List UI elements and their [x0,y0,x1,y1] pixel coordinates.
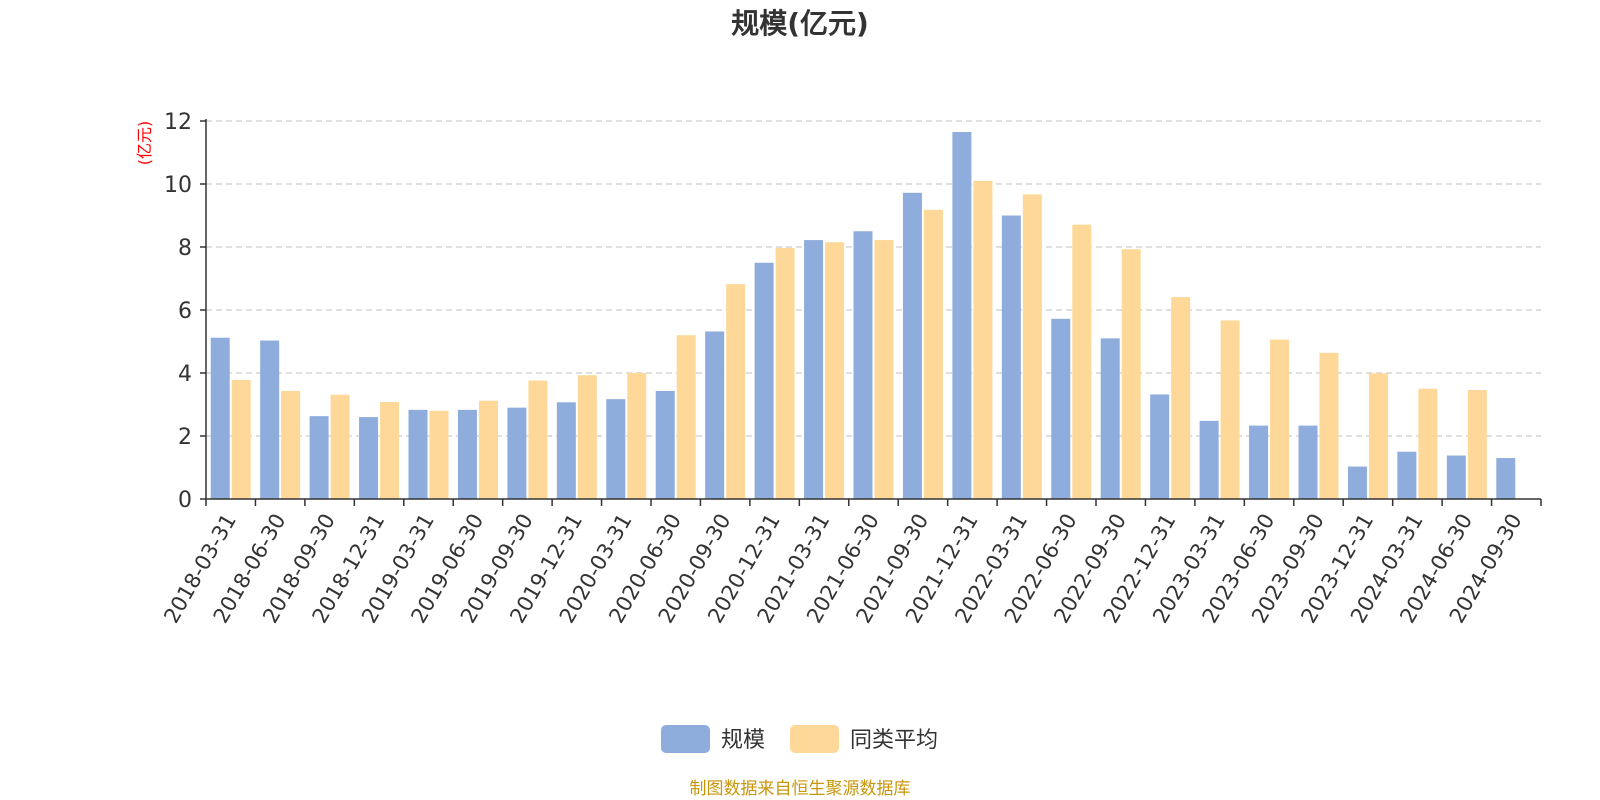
legend-item-scale[interactable]: 规模 [661,725,765,753]
grid-lines [206,120,1541,437]
bar-scale[interactable] [1100,338,1120,499]
bar-peer-average[interactable] [1418,388,1438,499]
bar-scale[interactable] [210,337,230,499]
legend-label-scale: 规模 [721,728,765,753]
bar-peer-average[interactable] [973,180,993,499]
bar-scale[interactable] [1397,451,1417,499]
y-tick-label: 12 [164,110,192,135]
bar-peer-average[interactable] [231,379,251,499]
bar-scale[interactable] [1051,318,1071,499]
bar-scale[interactable] [1446,455,1466,499]
bar-scale[interactable] [507,407,527,499]
bar-peer-average[interactable] [1072,224,1092,499]
bar-peer-average[interactable] [1368,373,1388,499]
bar-scale[interactable] [952,132,972,499]
y-tick-label: 2 [178,425,192,450]
bar-scale[interactable] [260,340,280,499]
bar-scale[interactable] [408,409,428,499]
x-tick-labels: 2018-03-312018-06-302018-09-302018-12-31… [159,510,1526,628]
bar-peer-average[interactable] [330,394,350,499]
bar-scale[interactable] [359,417,379,499]
bar-scale[interactable] [705,331,725,499]
bar-scale[interactable] [1199,420,1219,499]
bar-scale[interactable] [1496,458,1516,499]
bar-peer-average[interactable] [1270,339,1290,499]
bar-peer-average[interactable] [380,401,400,499]
bar-scale[interactable] [457,409,477,499]
bar-peer-average[interactable] [627,373,647,499]
bar-peer-average[interactable] [676,335,696,499]
chart-title: 规模(亿元) [731,7,869,40]
bar-peer-average[interactable] [726,284,746,499]
bar-peer-average[interactable] [528,380,548,499]
y-tick-label: 10 [164,173,192,198]
y-axis-label: (亿元) [135,121,154,166]
bars-group [210,132,1516,500]
bar-peer-average[interactable] [1319,352,1339,499]
bar-peer-average[interactable] [281,390,301,499]
bar-scale[interactable] [1298,425,1318,499]
legend: 规模 同类平均 [661,725,938,753]
y-tick-labels: 0 2 4 6 8 10 12 [164,110,192,513]
bar-scale[interactable] [1249,425,1269,499]
y-tick-label: 4 [178,362,192,387]
axes-group [200,119,1542,506]
data-source-note: 制图数据来自恒生聚源数据库 [690,779,911,799]
bar-peer-average[interactable] [923,209,943,499]
bar-peer-average[interactable] [1121,249,1141,499]
bar-scale[interactable] [1150,394,1170,499]
legend-label-peer-average: 同类平均 [850,728,938,753]
legend-swatch-scale [661,725,710,753]
bar-scale[interactable] [853,231,873,499]
bar-peer-average[interactable] [429,410,449,499]
y-tick-label: 0 [178,488,192,513]
legend-item-peer-average[interactable]: 同类平均 [790,725,938,753]
bar-peer-average[interactable] [1220,320,1240,499]
bar-peer-average[interactable] [1467,390,1487,499]
bar-peer-average[interactable] [775,247,795,499]
bar-peer-average[interactable] [478,400,498,499]
bar-peer-average[interactable] [874,240,894,499]
bar-scale[interactable] [1001,215,1021,500]
legend-swatch-peer-average [790,725,839,753]
bar-scale[interactable] [556,402,576,499]
y-tick-label: 8 [178,236,192,261]
bar-scale[interactable] [1347,466,1367,499]
y-tick-label: 6 [178,299,192,324]
bar-scale[interactable] [309,416,329,499]
bar-peer-average[interactable] [1022,194,1042,499]
bar-peer-average[interactable] [1171,297,1191,499]
bar-scale[interactable] [606,399,626,499]
bar-scale[interactable] [804,240,824,499]
bar-scale[interactable] [754,262,774,499]
bar-scale[interactable] [655,390,675,499]
bar-peer-average[interactable] [825,242,845,499]
bar-scale[interactable] [902,192,922,499]
bar-peer-average[interactable] [577,375,597,499]
